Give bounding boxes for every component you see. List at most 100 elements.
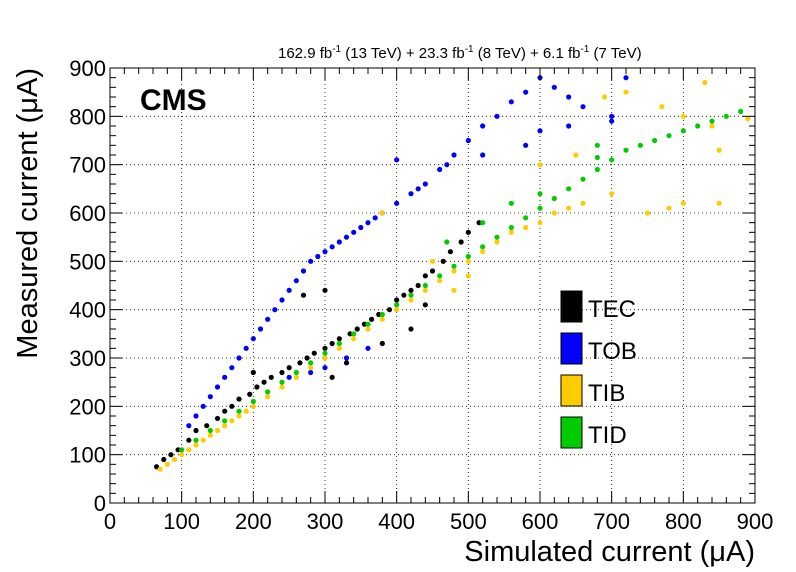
data-point [537,162,543,168]
legend-label-tib: TIB [588,380,625,407]
y-tick-label: 0 [94,491,106,516]
data-point [379,340,385,347]
data-point [207,427,213,434]
data-point [508,200,514,206]
series-tib [157,79,751,472]
x-tick-label: 700 [593,509,630,534]
data-point [243,408,249,414]
data-point [322,350,328,356]
data-point [336,239,342,245]
data-point [372,215,378,221]
data-point [365,326,371,332]
data-point [451,152,457,158]
data-point [408,287,414,293]
data-point [322,287,328,293]
data-point [480,220,486,226]
x-tick-label: 400 [378,509,415,534]
data-point [480,249,486,255]
data-point [709,123,715,129]
data-point [566,94,572,100]
series-tob [186,75,629,429]
data-point [716,147,722,153]
data-point [394,307,400,313]
data-point [293,278,299,284]
data-point [293,369,299,376]
x-tick-label: 900 [737,509,774,534]
x-tick-label: 500 [450,509,487,534]
data-point [580,176,586,182]
data-point [451,287,457,293]
data-point [637,142,643,148]
data-point [308,360,314,366]
axes: 0 100 200 300 400 500 600 700 800 900 0 100 200 300 40… [69,56,773,534]
x-tick-label: 300 [307,509,344,534]
data-point [279,369,285,376]
cms-title: CMS [140,84,207,117]
data-point [229,403,235,409]
data-point [551,84,557,90]
data-point [376,311,382,318]
data-point [745,116,751,122]
data-point [322,249,328,255]
data-point [308,365,314,371]
data-point [164,461,170,467]
data-point [609,118,615,124]
data-point [229,418,235,424]
data-point [447,249,454,255]
legend-label-tec: TEC [588,296,636,323]
data-point [222,423,228,429]
data-point [222,374,228,380]
data-point [300,268,307,274]
data-point [304,355,310,361]
data-point [336,340,342,347]
data-point [580,200,586,206]
data-point [394,297,400,303]
legend-swatch-tib [560,374,583,407]
data-point [394,157,400,163]
data-point [422,287,428,293]
data-point [480,123,486,129]
data-point [494,234,500,240]
data-point [508,224,514,231]
data-point [609,113,615,119]
legend-swatch-tec [560,290,583,323]
data-point [437,278,443,284]
series-tec [153,220,482,470]
data-point [343,355,350,361]
data-point [315,253,321,260]
data-point [365,220,371,226]
data-point [680,200,686,206]
data-point [336,336,342,342]
x-tick-label: 0 [104,509,116,534]
data-point [186,447,192,453]
data-point [308,258,314,264]
y-tick-label: 800 [69,104,106,129]
data-point [193,413,199,419]
data-point [214,415,221,422]
data-point [308,369,314,376]
data-point [200,403,206,409]
y-tick-label: 500 [69,249,106,274]
data-point [250,369,256,376]
data-point [523,215,529,221]
data-point [286,374,292,380]
x-tick-label: 600 [522,509,559,534]
data-point [659,104,665,110]
data-point [508,229,514,235]
data-point [193,427,199,434]
data-point [358,224,364,231]
data-point [343,360,350,366]
data-point [204,423,210,429]
data-point [444,239,450,245]
data-point [311,350,317,356]
data-point [652,137,658,144]
legend: TEC TOB TIB TID [560,290,637,449]
data-point [523,142,529,148]
data-point [329,374,335,380]
data-point [336,345,342,351]
y-tick-label: 300 [69,346,106,371]
data-point [250,398,256,405]
data-point [537,220,543,226]
data-point [465,229,471,235]
data-point [229,365,235,371]
